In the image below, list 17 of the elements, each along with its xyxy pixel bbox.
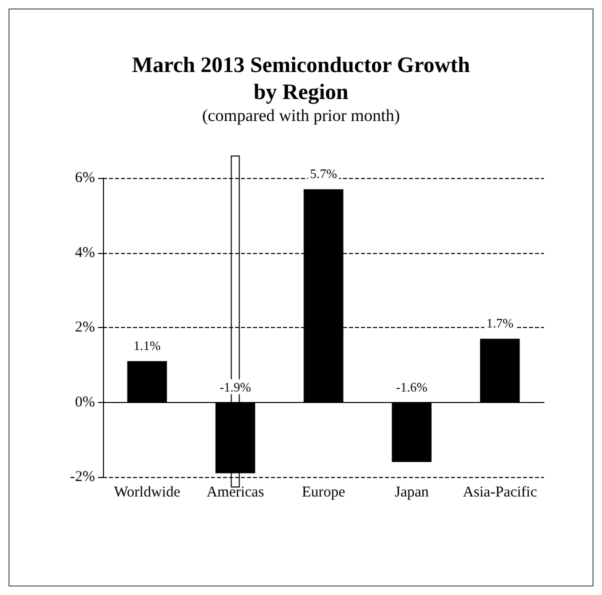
chart-subtitle: (compared with prior month) [202, 106, 400, 125]
y-tick-label: 2% [75, 320, 95, 336]
x-tick-label: Japan [394, 484, 430, 500]
y-tick-label: 6% [75, 170, 95, 186]
x-tick-label: Americas [206, 484, 264, 500]
y-tick-label: 4% [75, 244, 95, 261]
x-tick-label: Worldwide [114, 484, 181, 500]
data-label: 1.7% [486, 316, 514, 331]
y-tick-label: -2% [70, 469, 95, 485]
data-label: -1.6% [396, 379, 428, 394]
data-label: 5.7% [310, 166, 338, 182]
x-tick-label: Asia-Pacific [462, 484, 538, 500]
y-tick-label: 0% [75, 394, 95, 410]
chart-title: March 2013 Semiconductor Growth by Region [132, 52, 470, 104]
data-label: -1.9% [220, 379, 252, 394]
data-label: 1.1% [134, 338, 161, 354]
x-tick-label: Europe [302, 484, 346, 500]
